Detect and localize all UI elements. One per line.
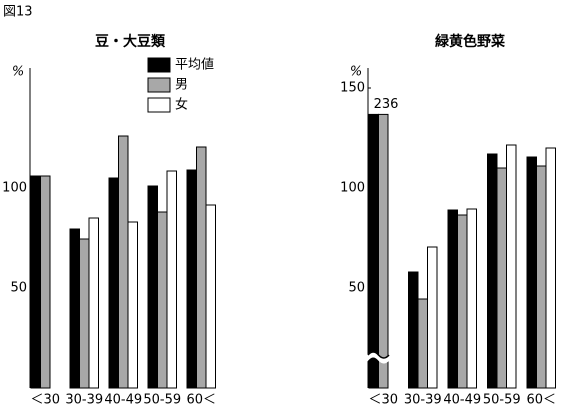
- x-tick-label: 50-59: [483, 393, 521, 408]
- x-tick-label: ＜30: [30, 393, 60, 408]
- x-tick-label: 30-39: [65, 393, 103, 408]
- bar: [186, 169, 197, 389]
- bar: [118, 135, 129, 389]
- bar: [378, 113, 389, 389]
- bar: [69, 228, 80, 389]
- bar: [526, 156, 537, 389]
- bar: [466, 208, 477, 389]
- legend-swatch: [147, 77, 171, 93]
- data-label: 236: [374, 97, 399, 112]
- bar: [417, 298, 428, 389]
- bar: [88, 217, 99, 389]
- bar: [147, 185, 158, 389]
- y-tick-label: 50: [348, 281, 365, 296]
- bar: [536, 165, 547, 389]
- bar: [196, 146, 207, 389]
- x-tick-label: ＜30: [368, 393, 398, 408]
- bar: [506, 144, 517, 389]
- x-tick-label: 60＜: [186, 393, 216, 408]
- bar: [157, 211, 168, 389]
- legend-label: 女: [175, 97, 188, 113]
- figure-label: 図13: [3, 5, 33, 20]
- chart-title: 緑黄色野菜: [435, 33, 506, 50]
- axis-break-line: [367, 351, 390, 359]
- bar: [205, 204, 216, 389]
- bar: [408, 271, 419, 389]
- bar: [166, 170, 177, 389]
- y-axis-label: %: [12, 65, 24, 80]
- legend-label: 平均値: [175, 57, 214, 73]
- x-tick-label: 40-49: [443, 393, 481, 408]
- bar: [30, 175, 41, 389]
- y-axis-label: %: [350, 65, 362, 80]
- legend-swatch: [147, 97, 171, 113]
- y-tick-label: 100: [2, 181, 27, 196]
- bar: [457, 214, 468, 389]
- x-tick-label: 60＜: [526, 393, 556, 408]
- chart-title: 豆・大豆類: [95, 33, 166, 50]
- bar: [40, 175, 51, 389]
- bar: [545, 147, 556, 389]
- bar: [427, 246, 438, 389]
- y-tick-label: 50: [10, 281, 27, 296]
- x-tick-label: 50-59: [143, 393, 181, 408]
- y-tick-label: 100: [340, 181, 365, 196]
- bar: [108, 177, 119, 389]
- bar: [368, 113, 379, 389]
- x-tick-label: 40-49: [104, 393, 142, 408]
- bar: [79, 238, 90, 389]
- legend-swatch: [147, 57, 171, 73]
- legend-label: 男: [175, 78, 188, 93]
- bar: [487, 153, 498, 389]
- bar: [447, 209, 458, 389]
- bar: [127, 221, 138, 389]
- x-tick-label: 30-39: [404, 393, 442, 408]
- y-tick-label: 150: [340, 81, 365, 96]
- bar: [496, 167, 507, 389]
